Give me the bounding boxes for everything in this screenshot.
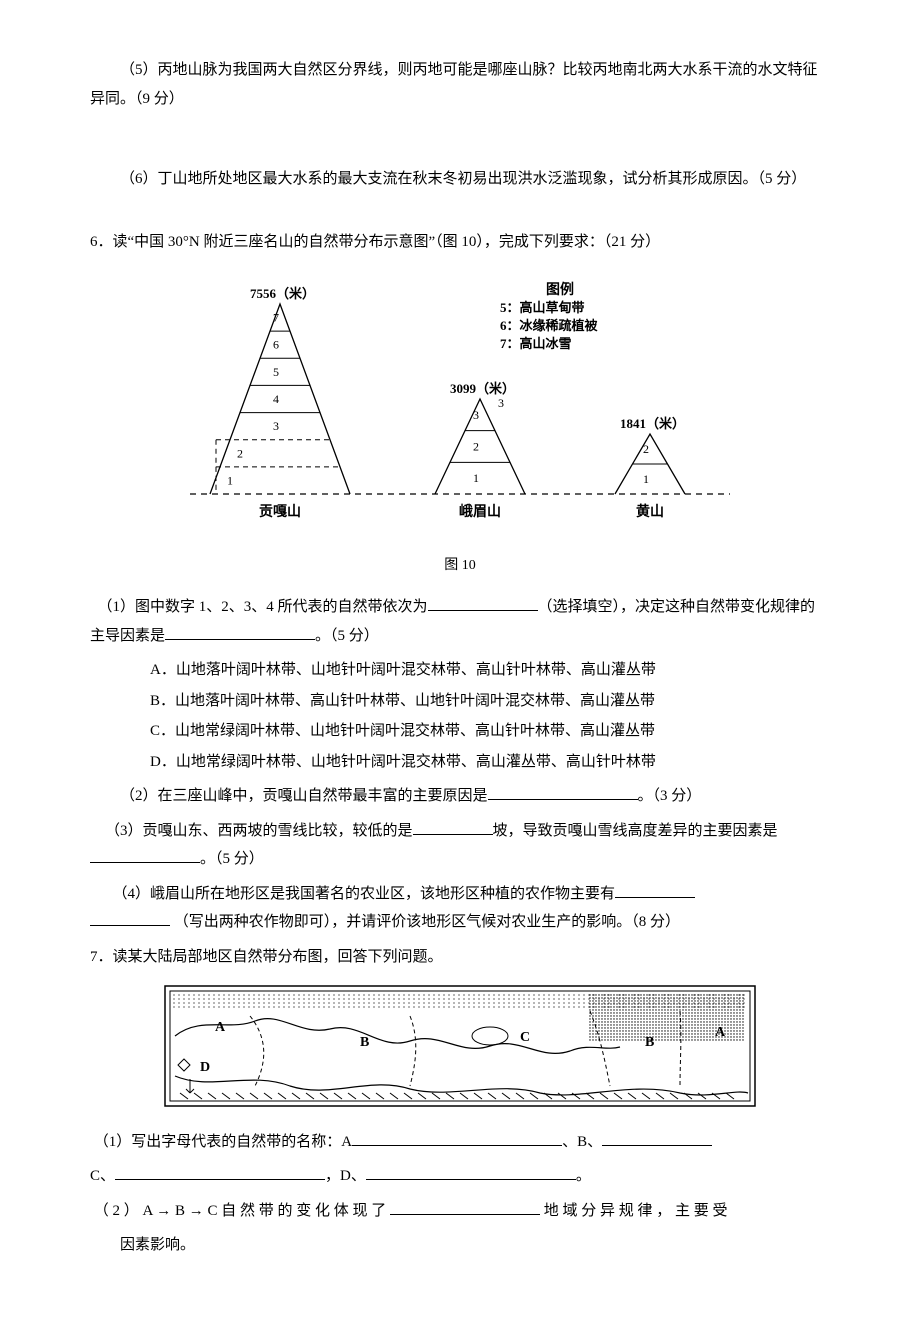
q7-sub1-text-c: C、 bbox=[90, 1168, 115, 1184]
q6-sub1-text-a: （1）图中数字 1、2、3、4 所代表的自然带依次为 bbox=[98, 599, 428, 615]
mountain-diagram: 7556（米）1234567贡嘎山3099（米）1233峨眉山1841（米）12… bbox=[180, 274, 740, 534]
svg-text:黄山: 黄山 bbox=[636, 503, 664, 520]
q6-sub2-text-a: （2）在三座山峰中，贡嘎山自然带最丰富的主要原因是 bbox=[120, 788, 488, 804]
q6-options: A．山地落叶阔叶林带、山地针叶阔叶混交林带、高山针叶林带、高山灌丛带 B．山地落… bbox=[150, 656, 830, 776]
svg-text:3: 3 bbox=[498, 396, 504, 410]
svg-text:A: A bbox=[715, 1025, 726, 1040]
q6-sub1-text-c: 。（5 分） bbox=[315, 628, 379, 644]
q7-sub1-line2: C、 ，D、 。 bbox=[90, 1162, 830, 1191]
svg-text:7: 7 bbox=[273, 311, 279, 325]
blank[interactable] bbox=[602, 1145, 712, 1146]
q7-sub2-line2: 因素影响。 bbox=[90, 1231, 830, 1260]
q7-map: A B C B A D bbox=[90, 981, 830, 1122]
q7-sub1-text-b: 、B、 bbox=[562, 1134, 602, 1150]
q6-sub3-text-b: 坡，导致贡嘎山雪线高度差异的主要因素是 bbox=[493, 823, 778, 839]
q6-sub3-text-a: （3）贡嘎山东、西两坡的雪线比较，较低的是 bbox=[105, 823, 413, 839]
svg-text:贡嘎山: 贡嘎山 bbox=[259, 504, 301, 520]
blank[interactable] bbox=[352, 1145, 562, 1146]
q6-sub3-text-c: 。（5 分） bbox=[200, 851, 264, 867]
option-a[interactable]: A．山地落叶阔叶林带、山地针叶阔叶混交林带、高山针叶林带、高山灌丛带 bbox=[150, 656, 830, 685]
blank[interactable] bbox=[488, 799, 638, 800]
svg-text:4: 4 bbox=[273, 392, 279, 406]
continent-map: A B C B A D bbox=[160, 981, 760, 1111]
blank[interactable] bbox=[615, 897, 695, 898]
svg-text:1: 1 bbox=[473, 471, 479, 485]
blank[interactable] bbox=[165, 639, 315, 640]
blank[interactable] bbox=[115, 1179, 325, 1180]
q7-sub1-line1: （1）写出字母代表的自然带的名称：A 、B、 bbox=[90, 1128, 830, 1157]
svg-text:2: 2 bbox=[473, 440, 479, 454]
figure-10-caption: 图 10 bbox=[90, 553, 830, 580]
q7-sub1-text-e: 。 bbox=[576, 1168, 591, 1184]
blank[interactable] bbox=[390, 1214, 540, 1215]
q6-sub4-text-b: （写出两种农作物即可），并请评价该地形区气候对农业生产的影响。（8 分） bbox=[174, 914, 680, 930]
q7-sub1-text-d: ，D、 bbox=[325, 1168, 366, 1184]
q7-sub1-text-a: （1）写出字母代表的自然带的名称：A bbox=[94, 1134, 352, 1150]
q7-sub2-text-a: （ 2 ） A → B → C 自 然 带 的 变 化 体 现 了 bbox=[94, 1203, 390, 1219]
q5-sub5: （5）丙地山脉为我国两大自然区分界线，则丙地可能是哪座山脉？比较丙地南北两大水系… bbox=[90, 56, 830, 113]
q6-sub1: （1）图中数字 1、2、3、4 所代表的自然带依次为（选择填空），决定这种自然带… bbox=[90, 593, 830, 650]
svg-text:B: B bbox=[360, 1035, 369, 1050]
option-d[interactable]: D．山地常绿阔叶林带、山地针叶阔叶混交林带、高山灌丛带、高山针叶林带 bbox=[150, 748, 830, 777]
svg-text:B: B bbox=[645, 1035, 654, 1050]
svg-text:7：高山冰雪: 7：高山冰雪 bbox=[500, 336, 572, 351]
option-c[interactable]: C．山地常绿阔叶林带、山地针叶阔叶混交林带、高山针叶林带、高山灌丛带 bbox=[150, 717, 830, 746]
svg-text:3: 3 bbox=[273, 419, 279, 433]
svg-text:5: 5 bbox=[273, 365, 279, 379]
svg-text:6: 6 bbox=[273, 338, 279, 352]
blank[interactable] bbox=[90, 925, 170, 926]
svg-text:A: A bbox=[215, 1020, 226, 1035]
svg-text:1: 1 bbox=[227, 473, 233, 487]
q6-stem: 6．读“中国 30°N 附近三座名山的自然带分布示意图”（图 10），完成下列要… bbox=[90, 228, 830, 257]
blank[interactable] bbox=[90, 862, 200, 863]
svg-text:D: D bbox=[200, 1060, 210, 1075]
svg-text:5：高山草甸带: 5：高山草甸带 bbox=[500, 300, 585, 315]
svg-text:2: 2 bbox=[237, 446, 243, 460]
svg-text:1841（米）: 1841（米） bbox=[620, 416, 685, 431]
svg-text:C: C bbox=[520, 1030, 530, 1045]
q6-sub2: （2）在三座山峰中，贡嘎山自然带最丰富的主要原因是 。（3 分） bbox=[90, 782, 830, 811]
svg-text:7556（米）: 7556（米） bbox=[250, 286, 315, 301]
svg-text:6：冰缘稀疏植被: 6：冰缘稀疏植被 bbox=[500, 318, 599, 333]
q7-sub2-text-b: 地 域 分 异 规 律 ， 主 要 受 bbox=[540, 1203, 728, 1219]
q6-sub4-text-a: （4）峨眉山所在地形区是我国著名的农业区，该地形区种植的农作物主要有 bbox=[113, 886, 616, 902]
svg-text:1: 1 bbox=[643, 472, 649, 486]
blank[interactable] bbox=[366, 1179, 576, 1180]
blank[interactable] bbox=[428, 610, 538, 611]
option-b[interactable]: B．山地落叶阔叶林带、高山针叶林带、山地针叶阔叶混交林带、高山灌丛带 bbox=[150, 687, 830, 716]
q7-sub2-line1: （ 2 ） A → B → C 自 然 带 的 变 化 体 现 了 地 域 分 … bbox=[90, 1197, 830, 1226]
svg-text:3: 3 bbox=[473, 408, 479, 422]
q6-sub2-text-b: 。（3 分） bbox=[638, 788, 702, 804]
svg-text:3099（米）: 3099（米） bbox=[450, 381, 515, 396]
q6-sub4: （4）峨眉山所在地形区是我国著名的农业区，该地形区种植的农作物主要有 （写出两种… bbox=[90, 880, 830, 937]
q7-sub2-text-c: 因素影响。 bbox=[120, 1237, 195, 1253]
q7-stem: 7．读某大陆局部地区自然带分布图，回答下列问题。 bbox=[90, 943, 830, 972]
figure-10: 7556（米）1234567贡嘎山3099（米）1233峨眉山1841（米）12… bbox=[90, 274, 830, 545]
q6-sub3: （3）贡嘎山东、西两坡的雪线比较，较低的是 坡，导致贡嘎山雪线高度差异的主要因素是… bbox=[90, 817, 830, 874]
svg-text:图例: 图例 bbox=[546, 281, 574, 298]
blank[interactable] bbox=[413, 834, 493, 835]
svg-text:峨眉山: 峨眉山 bbox=[459, 503, 501, 520]
svg-text:2: 2 bbox=[643, 442, 649, 456]
q5-sub6: （6）丁山地所处地区最大水系的最大支流在秋末冬初易出现洪水泛滥现象，试分析其形成… bbox=[90, 165, 830, 194]
